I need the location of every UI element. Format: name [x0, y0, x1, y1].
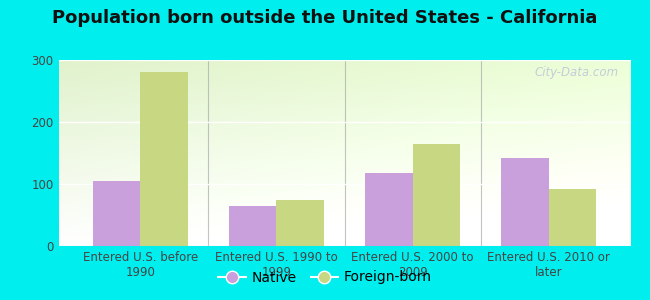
- Bar: [229, 206, 276, 246]
- Bar: [501, 158, 549, 246]
- Legend: Native, Foreign-born: Native, Foreign-born: [213, 265, 437, 290]
- Text: Population born outside the United States - California: Population born outside the United State…: [52, 9, 598, 27]
- Bar: [413, 144, 460, 246]
- Bar: [140, 72, 188, 246]
- Bar: [365, 173, 413, 246]
- Bar: [549, 189, 597, 246]
- Bar: [276, 200, 324, 246]
- Text: City-Data.com: City-Data.com: [535, 66, 619, 79]
- Bar: [92, 181, 140, 246]
